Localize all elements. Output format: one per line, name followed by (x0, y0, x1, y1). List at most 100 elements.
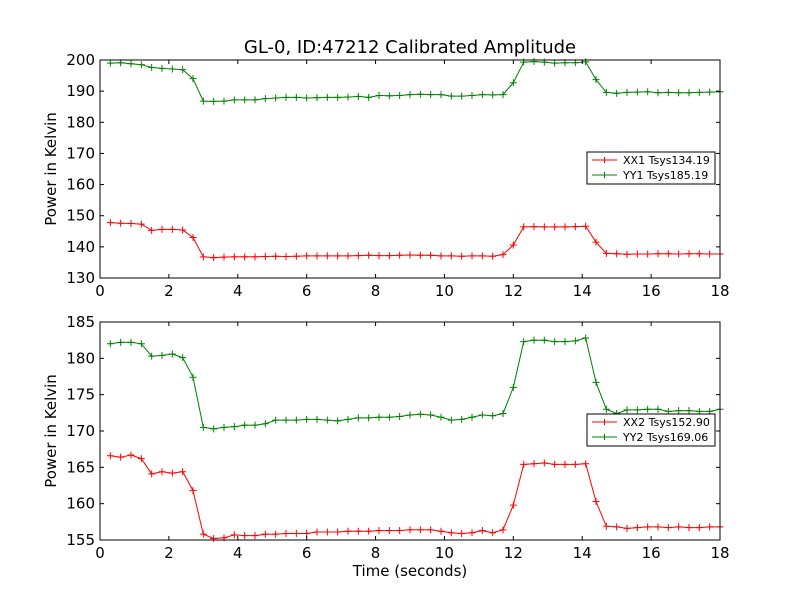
bottom-point-0 (685, 524, 693, 532)
bottom-legend-label-0: XX2 Tsys152.90 (623, 416, 710, 429)
bottom-point-1 (520, 338, 528, 346)
top-point-0 (292, 252, 300, 260)
bottom-point-1 (468, 413, 476, 421)
top-point-0 (210, 254, 218, 262)
top-point-1 (437, 91, 445, 99)
bottom-point-1 (633, 406, 641, 414)
bottom-point-0 (199, 530, 207, 538)
top-subplot: 0 2 4 6 8 10 12 14 16 18130140150160170180190200 … (42, 51, 730, 300)
top-point-1 (261, 95, 269, 103)
bottom-point-1 (282, 416, 290, 424)
top-point-1 (148, 63, 156, 71)
top-point-0 (189, 234, 197, 242)
bottom-point-0 (540, 459, 548, 467)
bottom-point-1 (292, 416, 300, 424)
top-point-1 (251, 96, 259, 104)
bottom-xtick-label: 16 (642, 544, 661, 562)
bottom-legend-cross-0 (601, 419, 608, 425)
top-point-0 (623, 250, 631, 258)
bottom-point-1 (654, 405, 662, 413)
top-point-0 (282, 253, 290, 261)
top-point-0 (695, 250, 703, 258)
top-point-1 (551, 59, 559, 67)
bottom-point-0 (137, 455, 145, 463)
top-point-1 (602, 88, 610, 96)
bottom-point-0 (230, 531, 238, 539)
top-point-1 (664, 88, 672, 96)
top-point-1 (613, 89, 621, 97)
bottom-point-0 (447, 529, 455, 537)
bottom-point-1 (106, 340, 114, 348)
bottom-point-0 (313, 528, 321, 536)
top-ytick-label: 180 (66, 113, 95, 131)
top-ytick-label: 190 (66, 82, 95, 100)
bottom-xtick-label: 4 (233, 544, 243, 562)
bottom-point-0 (675, 523, 683, 531)
bottom-point-0 (499, 526, 507, 534)
top-xtick-label: 6 (302, 282, 312, 300)
top-point-1 (623, 88, 631, 96)
top-xtick-label: 2 (164, 282, 174, 300)
top-point-0 (561, 223, 569, 231)
top-point-0 (468, 252, 476, 260)
top-point-0 (365, 251, 373, 259)
top-point-1 (365, 93, 373, 101)
bottom-point-1 (313, 415, 321, 423)
bottom-point-0 (613, 523, 621, 531)
bottom-point-1 (561, 338, 569, 346)
bottom-point-0 (241, 532, 249, 540)
bottom-point-0 (592, 497, 600, 505)
bottom-point-1 (375, 413, 383, 421)
bottom-subplot: 0 2 4 6 8 10 12 14 16 18 155 160 165 170 175 180 185 Pow… (42, 313, 730, 580)
bottom-point-0 (344, 527, 352, 535)
bottom-point-1 (406, 411, 414, 419)
bottom-point-1 (571, 337, 579, 345)
top-xtick-label: 4 (233, 282, 243, 300)
bottom-point-1 (540, 336, 548, 344)
top-point-0 (179, 226, 187, 234)
bottom-point-1 (385, 413, 393, 421)
top-point-1 (137, 61, 145, 69)
top-point-0 (416, 251, 424, 259)
bottom-point-1 (148, 352, 156, 360)
top-point-0 (427, 251, 435, 259)
bottom-point-0 (282, 529, 290, 537)
top-point-0 (334, 252, 342, 260)
top-point-0 (220, 253, 228, 261)
bottom-point-1 (323, 416, 331, 424)
top-point-1 (385, 92, 393, 100)
bottom-ytick-label: 170 (66, 422, 95, 440)
top-ylabel: Power in Kelvin (42, 112, 60, 226)
bottom-point-0 (365, 527, 373, 535)
top-point-0 (313, 252, 321, 260)
top-point-0 (272, 252, 280, 260)
top-point-1 (282, 93, 290, 101)
top-legend-cross-0 (601, 157, 608, 163)
top-point-1 (241, 96, 249, 104)
top-xtick-label: 12 (504, 282, 523, 300)
top-point-1 (447, 92, 455, 100)
top-point-0 (261, 253, 269, 261)
bottom-point-0 (158, 468, 166, 476)
bottom-point-1 (210, 425, 218, 433)
top-legend-box (586, 151, 716, 185)
top-point-0 (540, 223, 548, 231)
top-point-0 (706, 250, 714, 258)
top-point-1 (675, 89, 683, 97)
top-point-1 (695, 88, 703, 96)
top-ytick-label: 130 (66, 269, 95, 287)
top-point-0 (551, 223, 559, 231)
top-point-0 (664, 250, 672, 258)
top-point-0 (571, 223, 579, 231)
top-point-0 (354, 252, 362, 260)
bottom-legend-label-1: YY2 Tsys169.06 (622, 431, 708, 444)
bottom-point-0 (458, 529, 466, 537)
top-point-0 (323, 252, 331, 260)
top-point-1 (127, 60, 135, 68)
top-point-0 (602, 249, 610, 257)
bottom-legend: XX2 Tsys152.90 YY2 Tsys169.06 (586, 413, 716, 447)
bottom-point-0 (695, 524, 703, 532)
bottom-point-1 (685, 407, 693, 415)
bottom-point-0 (468, 529, 476, 537)
top-point-1 (509, 79, 517, 87)
